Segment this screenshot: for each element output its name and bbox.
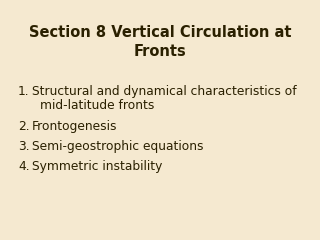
Text: Symmetric instability: Symmetric instability [32, 160, 162, 173]
Text: Semi-geostrophic equations: Semi-geostrophic equations [32, 140, 204, 153]
Text: mid-latitude fronts: mid-latitude fronts [40, 99, 154, 112]
Text: 4.: 4. [18, 160, 30, 173]
Text: 2.: 2. [18, 120, 30, 133]
Text: Section 8 Vertical Circulation at
Fronts: Section 8 Vertical Circulation at Fronts [29, 25, 291, 59]
Text: 1.: 1. [18, 85, 30, 98]
Text: Structural and dynamical characteristics of: Structural and dynamical characteristics… [32, 85, 297, 98]
Text: 3.: 3. [18, 140, 30, 153]
Text: Frontogenesis: Frontogenesis [32, 120, 117, 133]
